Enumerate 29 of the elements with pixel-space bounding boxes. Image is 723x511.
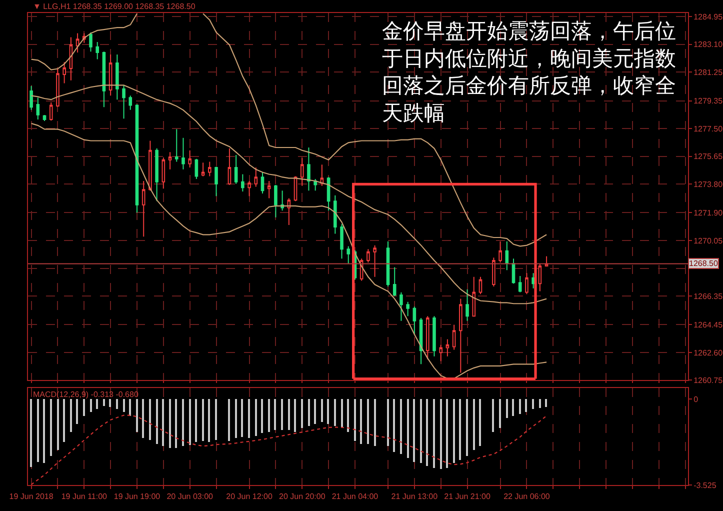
y-tick-label: 1262.60: [694, 348, 723, 358]
y-tick-label: 1264.45: [694, 320, 723, 330]
y-tick-label: 1273.80: [694, 180, 723, 189]
y-tick-label: 1283.10: [694, 40, 723, 50]
chart-title: MACD(12,26,9) -0.313 -0.680: [33, 390, 139, 399]
y-tick-label: 1277.50: [694, 124, 723, 134]
y-tick-label: 1260.75: [694, 376, 723, 386]
x-tick-label: 21 Jun 21:00: [444, 492, 491, 501]
x-tick-label: 21 Jun 04:00: [332, 492, 379, 501]
x-tick-label: 19 Jun 2018: [9, 492, 54, 501]
x-tick-label: 20 Jun 20:00: [278, 492, 326, 501]
x-tick-label: 22 Jun 06:00: [504, 492, 550, 501]
y-tick-label: 0: [694, 394, 699, 404]
y-tick-label: 1266.35: [694, 292, 723, 301]
x-tick-label: 19 Jun 19:00: [114, 492, 161, 501]
x-tick-label: 20 Jun 12:00: [226, 492, 273, 501]
y-tick-label: 1284.95: [694, 12, 723, 22]
annotation: 金价早盘开始震荡回落，午后位于日内低位附近，晚间美元指数回落之后金价有所反弹，收窄全天跌幅: [382, 19, 676, 125]
y-tick-label: 1271.90: [694, 208, 723, 218]
y-tick-label: 1270.05: [694, 236, 723, 246]
y-tick-label: -3.525: [694, 481, 717, 490]
x-tick-label: 20 Jun 03:00: [166, 492, 214, 501]
x-tick-label: 19 Jun 11:00: [61, 492, 108, 501]
y-tick-label: 1275.65: [694, 152, 723, 162]
ref-line-label: 1268.50: [689, 259, 718, 268]
chart-title: ▼ LLG,H1 1268.35 1269.00 1268.35 1268.50: [33, 2, 196, 11]
y-tick-label: 1281.25: [694, 68, 723, 78]
y-tick-label: 1279.35: [694, 96, 723, 106]
x-tick-label: 21 Jun 13:00: [391, 492, 438, 501]
